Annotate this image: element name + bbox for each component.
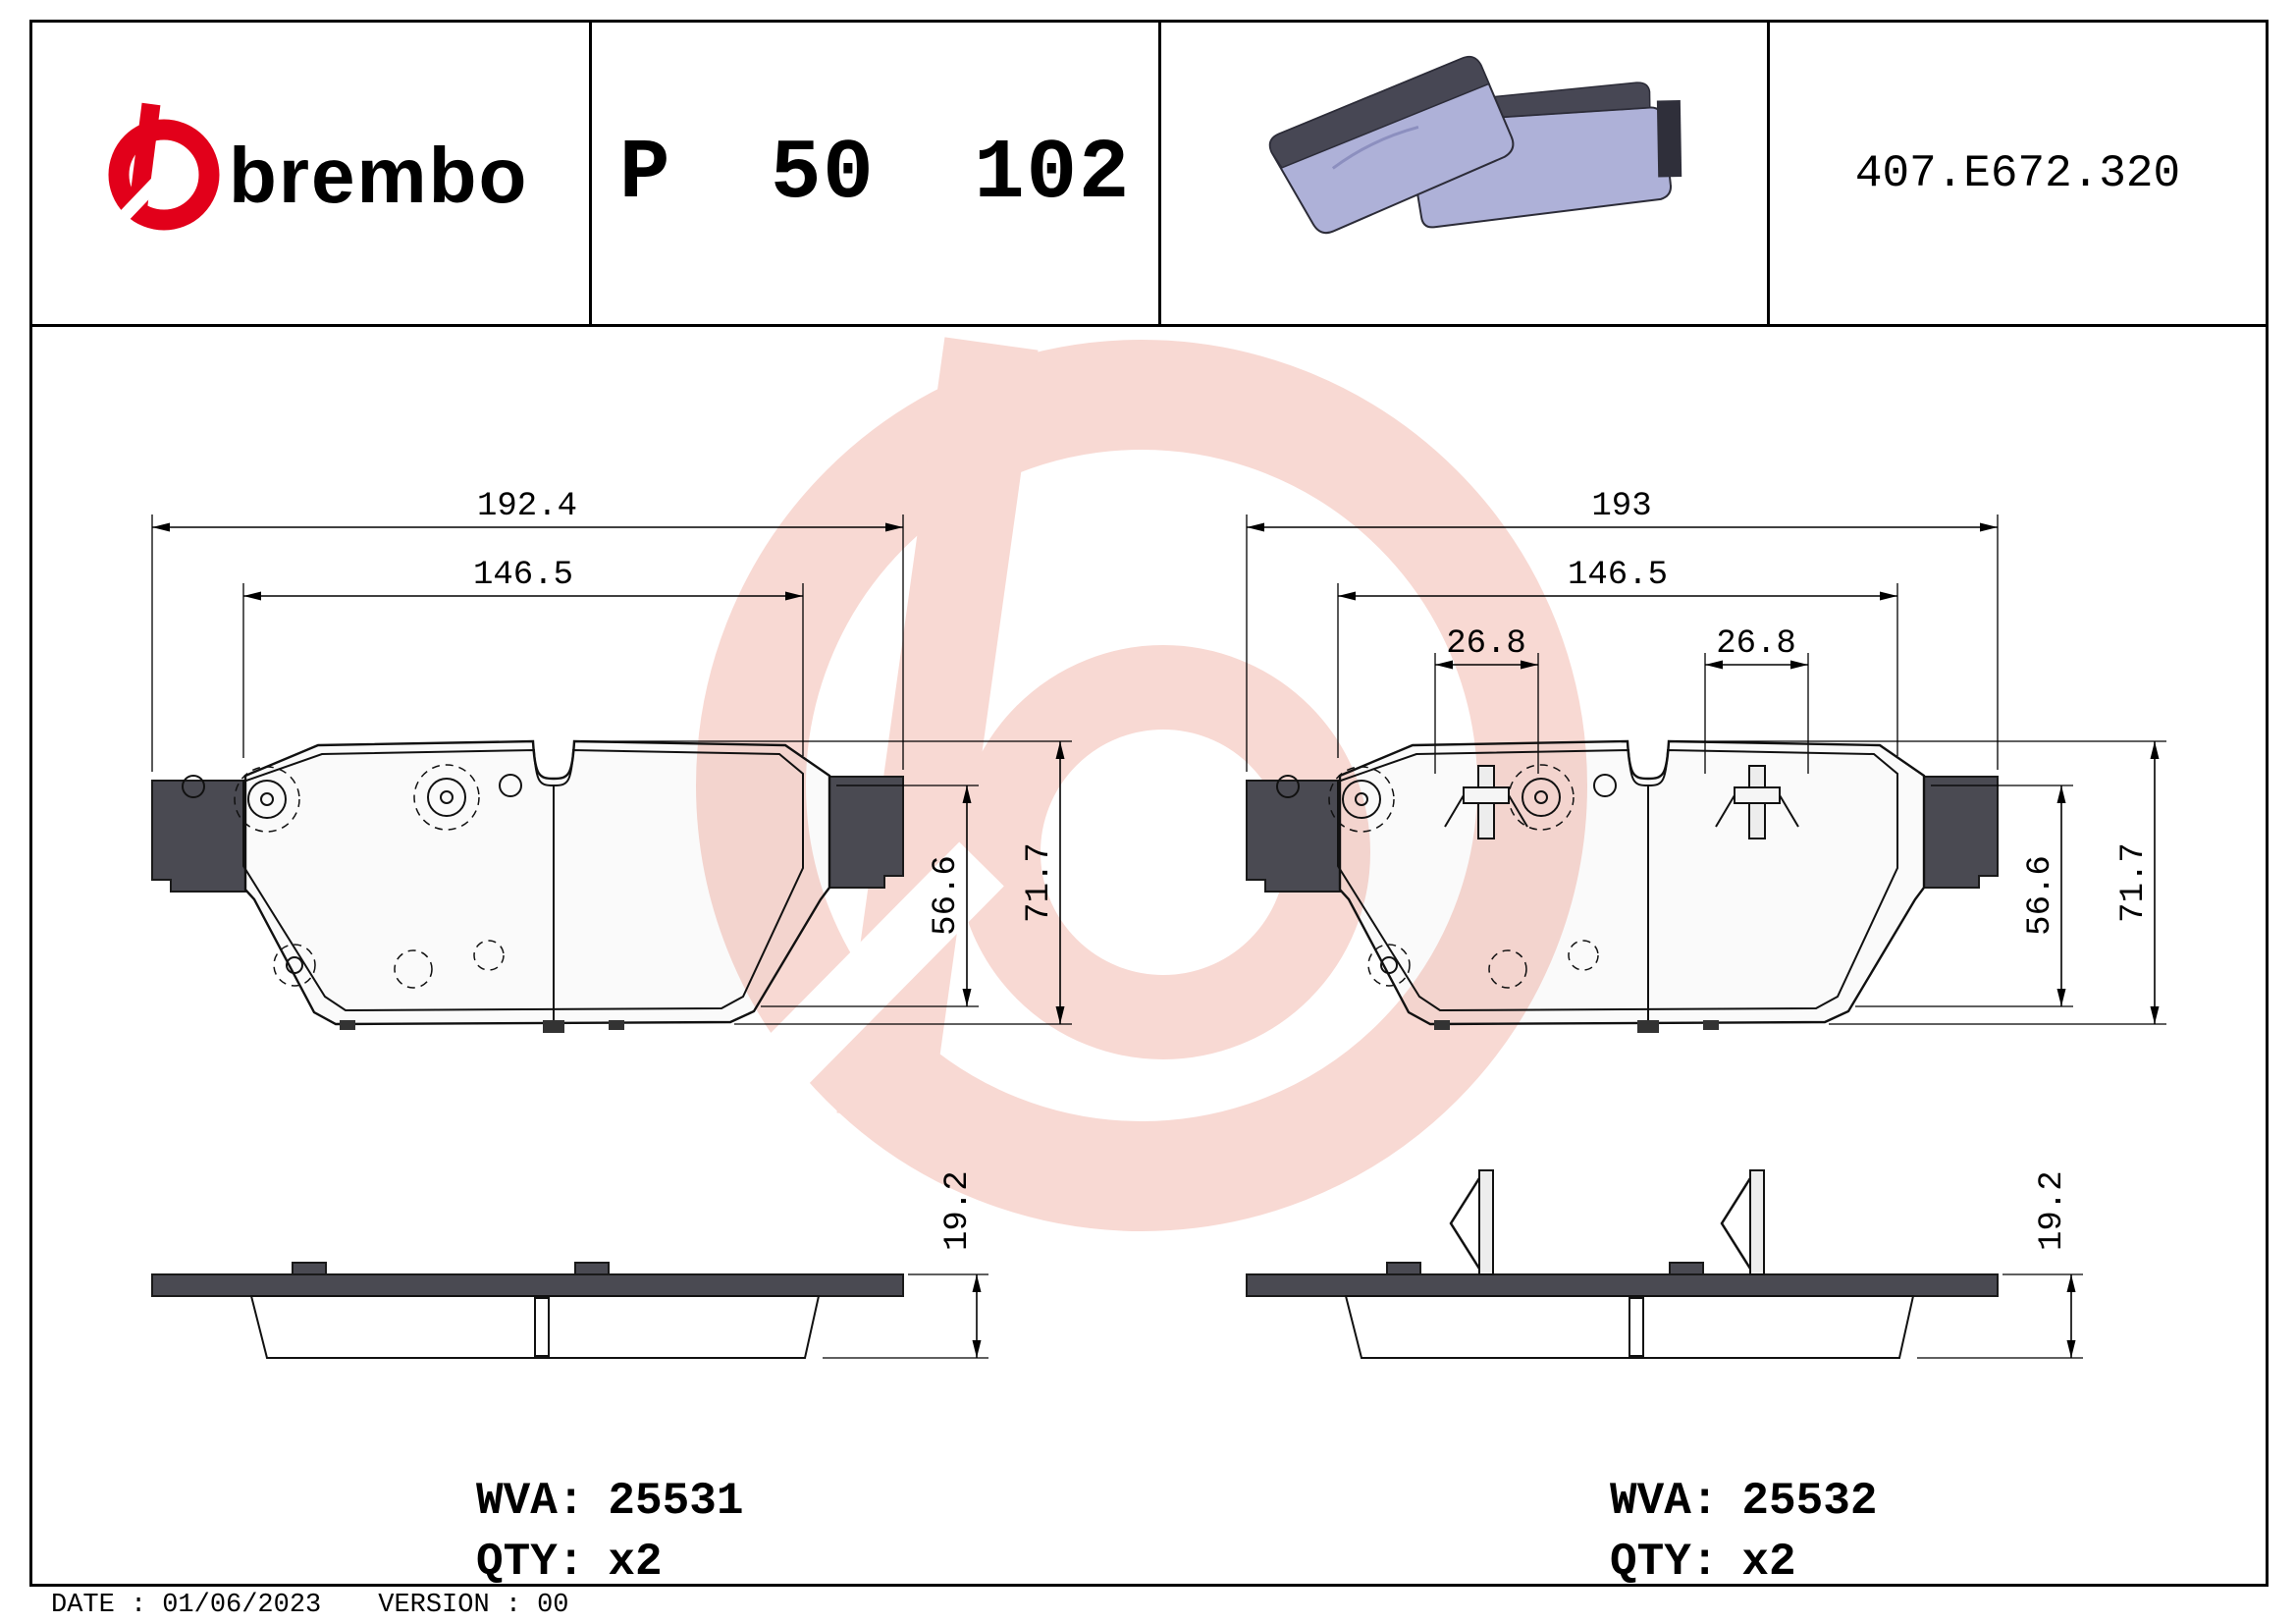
dim-label: 56.6 — [928, 855, 965, 936]
dim-label: 19.2 — [939, 1170, 977, 1251]
brembo-logo: brembo — [108, 102, 528, 233]
header-divider-1 — [589, 20, 592, 324]
footer: DATE : 01/06/2023 VERSION : 00 — [51, 1591, 584, 1620]
right-pad-profile — [1246, 1262, 1999, 1359]
left-ear — [1246, 780, 1341, 893]
qty-label: QTY: — [1610, 1537, 1719, 1588]
part-number: P 50 102 — [618, 125, 1132, 222]
friction-material — [1337, 748, 1898, 1012]
wva-label: WVA: — [476, 1476, 585, 1527]
dim-left-friction-height: 56.6 — [761, 785, 979, 1007]
right-pad-reference-block: WVA: 25532 QTY: x2 — [1610, 1471, 1877, 1593]
footer-spacer — [337, 1591, 362, 1620]
footer-version-value: 00 — [537, 1591, 569, 1620]
left-pad-front-view: 192.4 146.5 56.6 — [151, 488, 1072, 1033]
footer-date-label: DATE : — [51, 1591, 147, 1620]
brembo-emblem-icon — [108, 102, 220, 233]
backing-plate — [1338, 739, 1926, 1026]
backing-plate — [243, 739, 831, 1026]
dim-label: 26.8 — [1716, 625, 1796, 663]
wear-sensor-side-right — [1720, 1169, 1765, 1275]
dim-sensor-left: 26.8 — [1434, 625, 1539, 774]
wear-sensor-right — [1715, 765, 1799, 839]
dim-left-thickness: 19.2 — [823, 1170, 988, 1359]
dim-label: 71.7 — [2115, 842, 2153, 923]
page-border — [29, 20, 2269, 1587]
dim-right-friction-width: 146.5 — [1337, 557, 1898, 758]
dim-label: 146.5 — [473, 557, 573, 594]
wva-value: 25531 — [608, 1476, 744, 1527]
footer-date-value: 01/06/2023 — [162, 1591, 322, 1620]
dim-left-friction-width: 146.5 — [242, 557, 804, 758]
qty-value: x2 — [1741, 1537, 1796, 1588]
wear-sensor-side-left — [1449, 1169, 1494, 1275]
left-pad-side-view: 19.2 — [151, 1170, 988, 1359]
right-ear — [1923, 776, 1999, 889]
header-divider-3 — [1767, 20, 1770, 324]
product-image — [1268, 55, 1682, 235]
front-brake-pad-3d — [1268, 55, 1515, 235]
pad-clip — [1656, 100, 1682, 178]
dim-right-overall-height: 71.7 — [1676, 740, 2166, 1025]
left-pad-reference-block: WVA: 25531 QTY: x2 — [476, 1471, 743, 1593]
header-divider-2 — [1158, 20, 1161, 324]
left-ear — [151, 780, 246, 893]
dim-label: 146.5 — [1568, 557, 1668, 594]
brembo-wordmark: brembo — [229, 132, 528, 219]
dim-label: 193 — [1591, 488, 1651, 525]
right-pad-outline — [1246, 739, 1999, 1033]
reference-code: 407.E672.320 — [1854, 147, 2181, 199]
dim-label: 56.6 — [2022, 855, 2059, 936]
qty-label: QTY: — [476, 1537, 585, 1588]
brembo-watermark-icon — [653, 337, 1587, 1231]
friction-material — [242, 748, 804, 1012]
dim-left-overall-width: 192.4 — [151, 488, 904, 772]
dim-label: 19.2 — [2034, 1170, 2071, 1251]
header-bottom-line — [29, 324, 2269, 327]
left-pad-outline — [151, 739, 904, 1033]
right-pad-side-view: 19.2 — [1246, 1169, 2083, 1359]
dim-sensor-right: 26.8 — [1704, 625, 1809, 774]
left-pad-profile — [151, 1262, 904, 1359]
wva-value: 25532 — [1741, 1476, 1878, 1527]
qty-value: x2 — [608, 1537, 663, 1588]
wva-label: WVA: — [1610, 1476, 1719, 1527]
dim-right-friction-height: 56.6 — [1855, 785, 2073, 1007]
watermark-stem — [836, 337, 1039, 1126]
watermark-gap — [653, 841, 1004, 1197]
dim-right-thickness: 19.2 — [1917, 1170, 2083, 1359]
dim-left-overall-height: 71.7 — [581, 740, 1072, 1025]
wear-sensor-left — [1444, 765, 1528, 839]
right-ear — [828, 776, 904, 889]
watermark-ring — [696, 340, 1587, 1231]
dim-label: 26.8 — [1446, 625, 1526, 663]
right-pad-front-view: 193 146.5 26.8 26.8 — [1246, 488, 2166, 1033]
dim-label: 71.7 — [1021, 842, 1058, 923]
dim-label: 192.4 — [477, 488, 577, 525]
dim-right-overall-width: 193 — [1246, 488, 1999, 772]
footer-version-label: VERSION : — [378, 1591, 522, 1620]
